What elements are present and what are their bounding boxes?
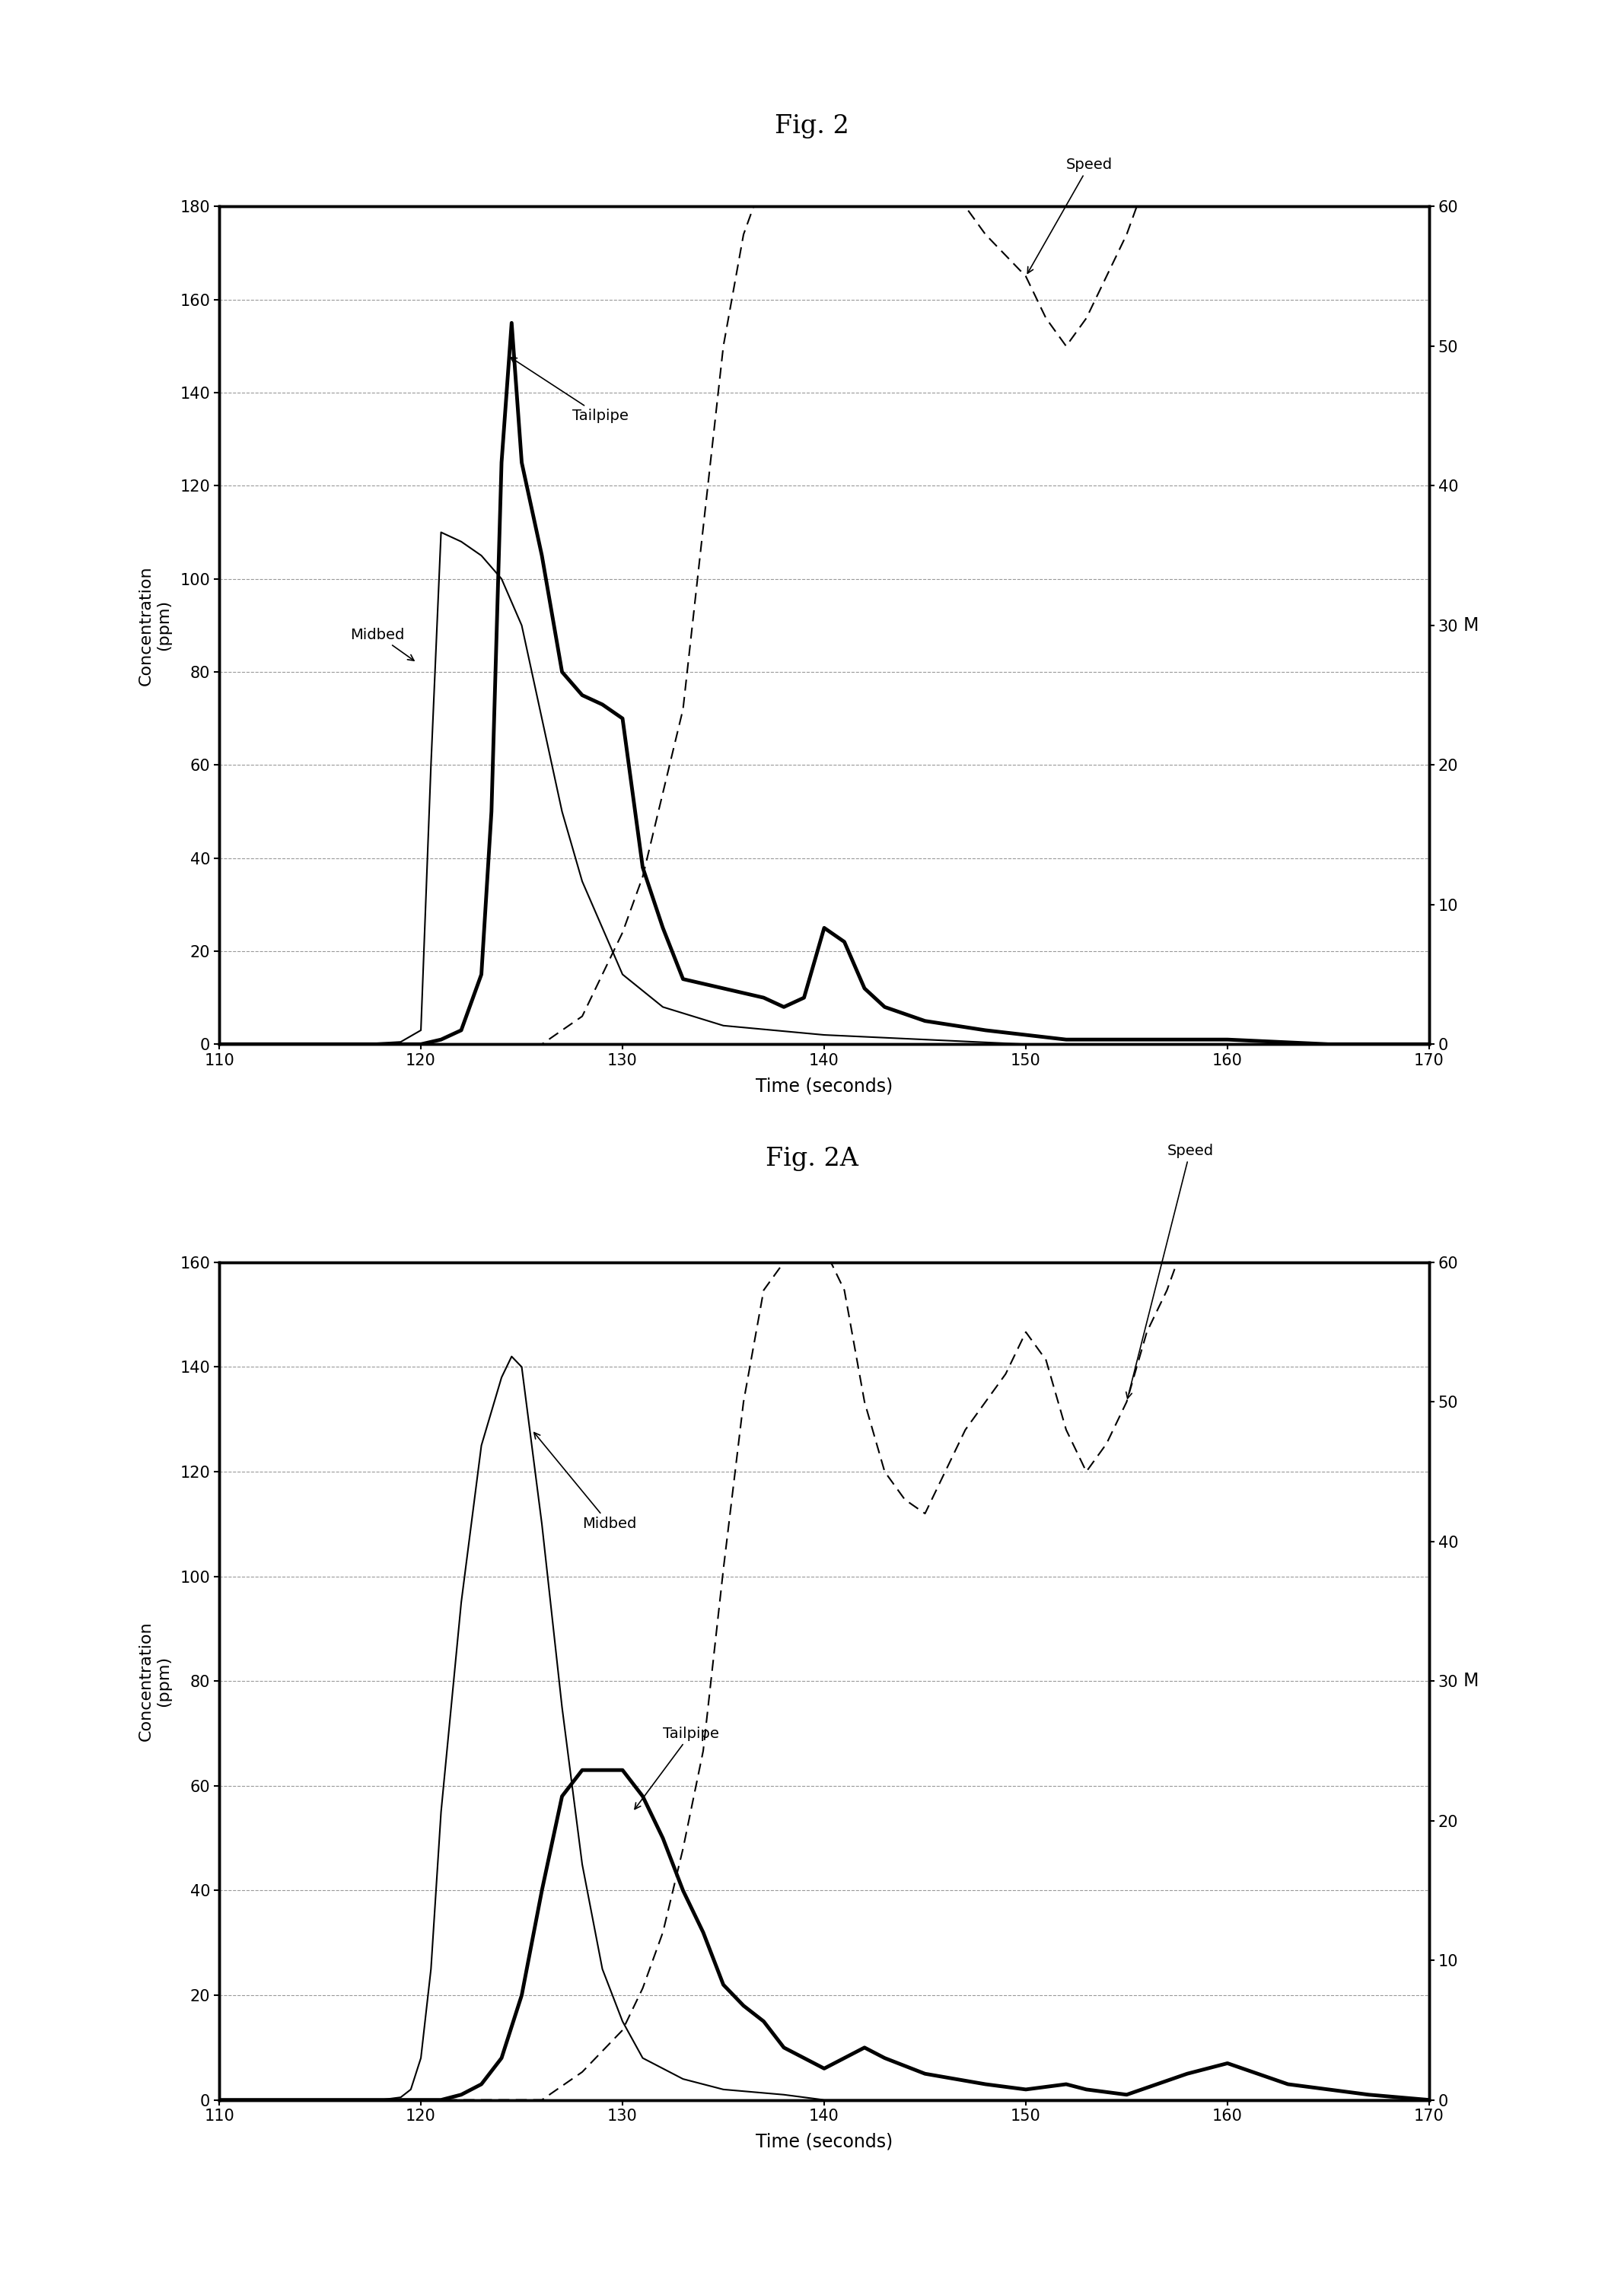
Text: Speed: Speed	[1028, 158, 1112, 273]
Y-axis label: M: M	[1463, 1673, 1479, 1689]
Text: Tailpipe: Tailpipe	[510, 358, 628, 422]
Text: Speed: Speed	[1125, 1143, 1213, 1398]
Text: Tailpipe: Tailpipe	[635, 1726, 719, 1808]
Text: Fig. 2A: Fig. 2A	[765, 1148, 859, 1170]
Y-axis label: M: M	[1463, 617, 1479, 633]
Text: Fig. 2: Fig. 2	[775, 115, 849, 138]
Y-axis label: Concentration
(ppm): Concentration (ppm)	[138, 565, 172, 686]
X-axis label: Time (seconds): Time (seconds)	[755, 1076, 893, 1095]
Text: Midbed: Midbed	[351, 627, 414, 661]
Y-axis label: Concentration
(ppm): Concentration (ppm)	[138, 1620, 172, 1742]
X-axis label: Time (seconds): Time (seconds)	[755, 2132, 893, 2150]
Text: Midbed: Midbed	[534, 1432, 637, 1531]
